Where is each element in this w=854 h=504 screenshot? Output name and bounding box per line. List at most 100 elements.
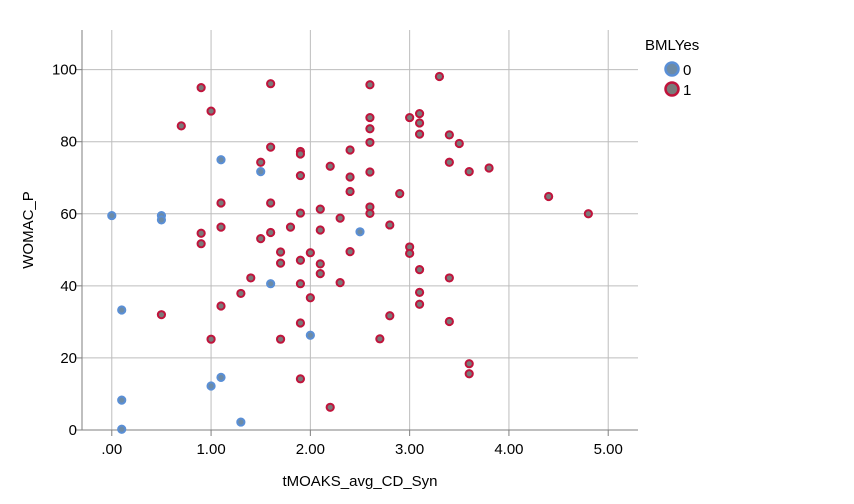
data-point-series-1 [256, 234, 266, 244]
data-point-series-1 [365, 124, 375, 134]
x-axis-title: tMOAKS_avg_CD_Syn [282, 473, 437, 490]
data-point-series-1 [256, 157, 266, 167]
y-tick-label: 100 [52, 62, 77, 79]
x-tick-label: 2.00 [296, 441, 325, 458]
data-point-series-1 [325, 161, 335, 171]
x-tick-label: 5.00 [594, 441, 623, 458]
data-point-series-1 [315, 269, 325, 279]
data-point-series-1 [315, 259, 325, 269]
data-point-series-1 [464, 369, 474, 379]
data-point-series-1 [266, 227, 276, 238]
data-point-series-1 [434, 71, 445, 82]
data-point-series-1 [266, 198, 276, 208]
data-point-series-0 [156, 215, 167, 225]
data-point-series-1 [365, 112, 375, 123]
data-point-series-1 [275, 334, 286, 344]
data-point-series-0 [216, 155, 226, 165]
data-point-series-0 [355, 227, 365, 237]
data-point-series-1 [405, 248, 415, 259]
data-point-series-0 [117, 305, 127, 315]
data-point-series-1 [216, 301, 226, 311]
data-point-series-1 [196, 228, 206, 238]
data-point-series-1 [345, 145, 355, 155]
data-point-series-1 [295, 318, 306, 328]
data-point-series-1 [444, 130, 454, 140]
data-point-series-1 [305, 248, 315, 258]
data-point-series-1 [325, 402, 335, 412]
y-tick-labels: 0 20 40 60 80 100 [52, 62, 77, 439]
data-point-series-1 [216, 222, 226, 232]
data-point-series-1 [444, 273, 454, 283]
data-point-series-1 [544, 191, 554, 202]
data-point-series-1 [216, 198, 226, 208]
data-point-series-1 [295, 149, 306, 159]
data-point-series-1 [295, 374, 306, 384]
data-point-series-1 [335, 278, 345, 288]
data-point-series-1 [414, 299, 425, 309]
data-point-series-1 [464, 167, 474, 177]
data-point-series-1 [375, 334, 385, 344]
data-points [107, 71, 593, 434]
legend-label-1: 1 [683, 82, 691, 99]
data-point-series-0 [117, 424, 127, 434]
data-point-series-1 [266, 79, 276, 89]
x-tick-label: 3.00 [395, 441, 424, 458]
y-tick-label: 80 [60, 134, 77, 151]
data-point-series-0 [266, 279, 276, 289]
data-point-series-1 [335, 213, 345, 223]
y-axis-title: WOMAC_P [20, 191, 37, 269]
x-tick-label: 1.00 [196, 441, 225, 458]
y-tick-label: 0 [69, 422, 77, 439]
legend-marker-0 [664, 61, 680, 77]
data-point-series-1 [266, 142, 276, 152]
legend-marker-1 [664, 81, 680, 97]
data-point-series-1 [365, 137, 375, 148]
y-tick-label: 40 [60, 278, 77, 295]
data-point-series-1 [395, 189, 405, 199]
data-point-series-1 [246, 273, 256, 283]
data-point-series-1 [285, 222, 296, 232]
data-point-series-1 [464, 359, 474, 369]
data-point-series-1 [444, 157, 454, 167]
data-point-series-1 [295, 255, 306, 265]
data-point-series-1 [196, 83, 206, 93]
data-point-series-1 [385, 311, 395, 321]
x-tick-label: .00 [101, 441, 122, 458]
data-point-series-1 [444, 316, 454, 327]
data-point-series-0 [216, 372, 226, 382]
grid-lines [82, 30, 638, 430]
data-point-series-1 [365, 80, 375, 90]
data-point-series-1 [176, 121, 186, 131]
data-point-series-1 [236, 288, 246, 299]
data-point-series-1 [196, 239, 206, 249]
data-point-series-0 [206, 381, 216, 391]
y-tick-label: 20 [60, 350, 77, 367]
data-point-series-1 [454, 138, 464, 149]
axes [76, 30, 638, 436]
legend-label-0: 0 [683, 62, 691, 79]
data-point-series-1 [365, 167, 375, 177]
data-point-series-1 [315, 204, 325, 214]
data-point-series-1 [414, 287, 425, 297]
data-point-series-1 [414, 118, 425, 128]
data-point-series-1 [156, 310, 167, 320]
data-point-series-1 [275, 258, 286, 268]
data-point-series-1 [206, 334, 216, 344]
data-point-series-1 [385, 220, 395, 230]
data-point-series-1 [414, 109, 425, 119]
data-point-series-1 [295, 170, 306, 181]
data-point-series-1 [345, 247, 355, 257]
y-tick-label: 60 [60, 206, 77, 223]
data-point-series-0 [107, 210, 117, 221]
data-point-series-1 [484, 163, 494, 173]
legend-title: BMLYes [645, 37, 699, 54]
data-point-series-0 [117, 395, 127, 405]
data-point-series-0 [256, 167, 266, 177]
data-point-series-0 [236, 417, 246, 427]
data-point-series-1 [405, 112, 415, 123]
data-point-series-1 [275, 247, 286, 257]
data-point-series-1 [414, 129, 425, 139]
data-point-series-0 [305, 330, 315, 340]
data-point-series-1 [315, 225, 325, 235]
